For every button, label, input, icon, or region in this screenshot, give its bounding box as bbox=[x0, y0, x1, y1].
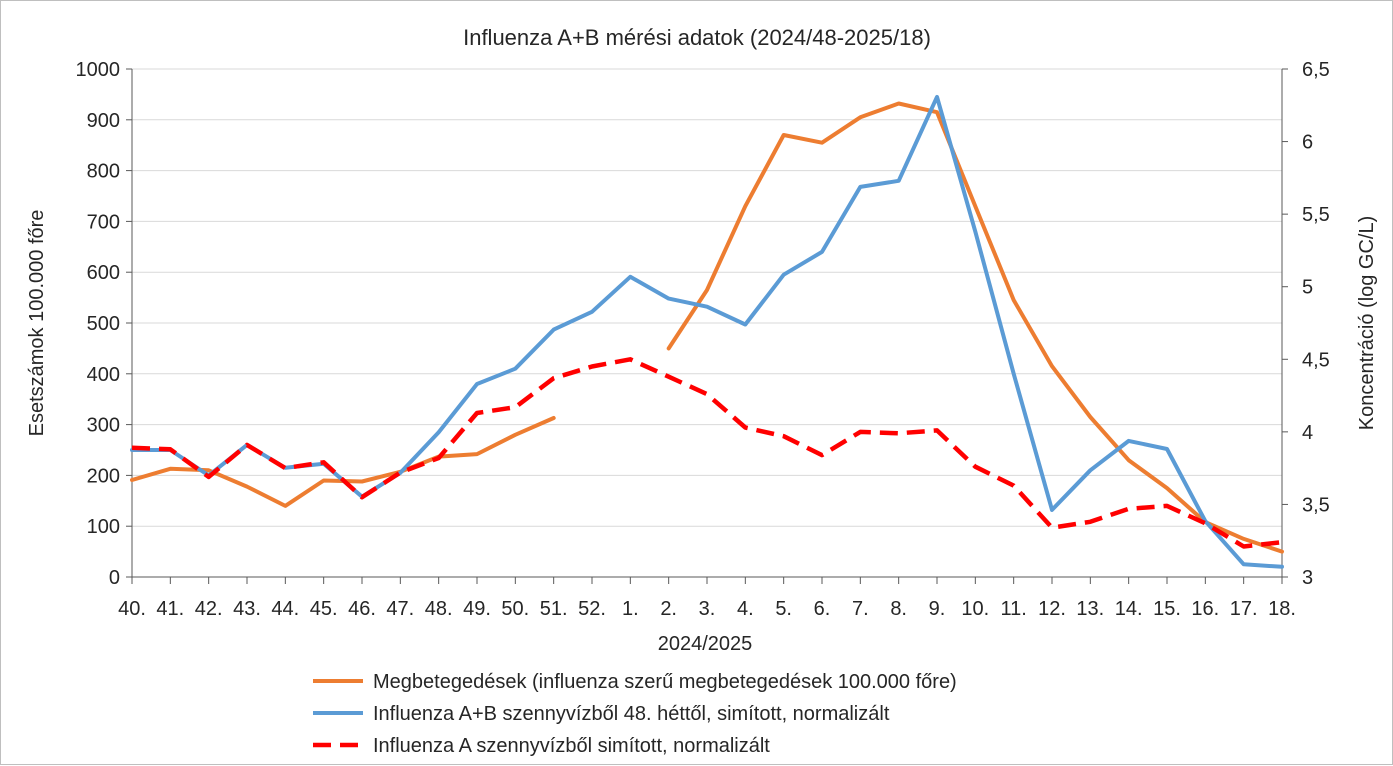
series-line-2 bbox=[130, 94, 1284, 569]
x-tick-label: 41. bbox=[156, 598, 184, 620]
y-right-tick-label: 4 bbox=[1302, 422, 1313, 444]
y-left-tick-label: 0 bbox=[109, 567, 120, 589]
series-lines bbox=[130, 94, 1284, 569]
x-tick-label: 50. bbox=[501, 598, 529, 620]
series-line-1 bbox=[666, 101, 1284, 554]
x-tick-label: 8. bbox=[890, 598, 907, 620]
x-tick-label: 51. bbox=[540, 598, 568, 620]
x-tick-label: 10. bbox=[961, 598, 989, 620]
x-tick-label: 6. bbox=[814, 598, 831, 620]
x-tick-label: 4. bbox=[737, 598, 754, 620]
axes: 0 100 200 300 400 500 600 700 800 900 1000 3 3,5 4 4,5… bbox=[76, 59, 1330, 620]
x-tick-label: 42. bbox=[195, 598, 223, 620]
legend-label-1: Megbetegedések (influenza szerű megbeteg… bbox=[373, 671, 957, 693]
x-tick-label: 47. bbox=[386, 598, 414, 620]
x-tick-label: 14. bbox=[1115, 598, 1143, 620]
gridlines bbox=[132, 68, 1282, 527]
y-axis-right-title: Koncentráció (log GC/L) bbox=[1356, 216, 1378, 431]
x-tick-label: 16. bbox=[1191, 598, 1219, 620]
x-tick-label: 11. bbox=[1001, 598, 1027, 620]
y-left-tick-label: 100 bbox=[87, 516, 120, 538]
y-right-tick-label: 6,5 bbox=[1302, 59, 1330, 81]
y-left-tick-label: 500 bbox=[87, 313, 120, 335]
x-tick-label: 48. bbox=[425, 598, 453, 620]
series-line-3 bbox=[131, 357, 1283, 549]
y-left-tick-label: 400 bbox=[87, 364, 120, 386]
x-tick-label: 18. bbox=[1268, 598, 1296, 620]
x-tick-label: 40. bbox=[118, 598, 146, 620]
x-tick-label: 7. bbox=[852, 598, 869, 620]
x-axis-title: 2024/2025 bbox=[658, 633, 753, 655]
y-left-tick-label: 600 bbox=[87, 262, 120, 284]
x-tick-label: 15. bbox=[1153, 598, 1181, 620]
x-tick-label: 45. bbox=[310, 598, 338, 620]
x-tick-label: 13. bbox=[1076, 598, 1104, 620]
y-right-tick-label: 6 bbox=[1302, 132, 1313, 154]
x-tick-label: 44. bbox=[271, 598, 299, 620]
x-tick-label: 43. bbox=[233, 598, 261, 620]
chart-title: Influenza A+B mérési adatok (2024/48-202… bbox=[463, 25, 931, 50]
y-right-tick-label: 3 bbox=[1302, 567, 1313, 589]
x-tick-label: 12. bbox=[1038, 598, 1066, 620]
y-left-tick-label: 300 bbox=[87, 415, 120, 437]
x-tick-label: 46. bbox=[348, 598, 376, 620]
y-left-tick-label: 900 bbox=[87, 110, 120, 132]
x-tick-label: 17. bbox=[1230, 598, 1258, 620]
series-line-1 bbox=[130, 416, 556, 508]
y-left-tick-label: 700 bbox=[87, 211, 120, 233]
y-right-tick-label: 3,5 bbox=[1302, 494, 1330, 516]
x-tick-label: 49. bbox=[463, 598, 491, 620]
x-tick-label: 1. bbox=[622, 598, 639, 620]
x-tick-label: 5. bbox=[775, 598, 792, 620]
y-right-tick-label: 5 bbox=[1302, 277, 1313, 299]
y-right-tick-label: 4,5 bbox=[1302, 349, 1330, 371]
x-tick-label: 3. bbox=[699, 598, 716, 620]
y-left-tick-label: 1000 bbox=[76, 59, 121, 81]
y-right-tick-label: 5,5 bbox=[1302, 204, 1330, 226]
legend-label-2: Influenza A+B szennyvízből 48. héttől, s… bbox=[373, 703, 890, 725]
legend: Megbetegedések (influenza szerű megbeteg… bbox=[313, 671, 957, 757]
y-left-tick-label: 200 bbox=[87, 465, 120, 487]
x-tick-label: 9. bbox=[929, 598, 946, 620]
legend-label-3: Influenza A szennyvízből simított, norma… bbox=[373, 735, 770, 757]
x-tick-label: 2. bbox=[660, 598, 677, 620]
x-tick-label: 52. bbox=[578, 598, 606, 620]
y-axis-left-title: Esetszámok 100.000 főre bbox=[26, 210, 48, 437]
y-left-tick-label: 800 bbox=[87, 161, 120, 183]
